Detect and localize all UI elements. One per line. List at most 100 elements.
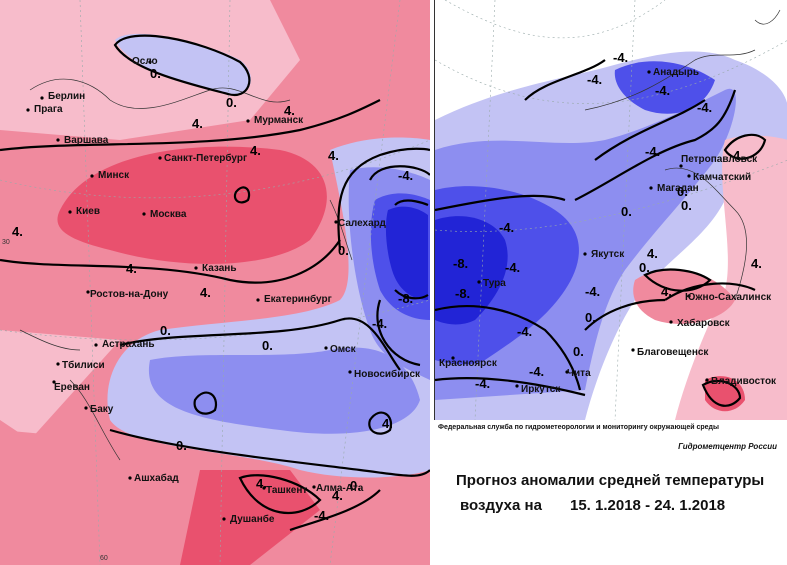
isoline-label: 0. [681, 198, 692, 213]
warm-strong-area [57, 146, 327, 264]
isoline-label: 4. [733, 148, 744, 163]
city-label: Прага [34, 104, 63, 115]
isoline-label: 4. [284, 103, 295, 118]
city-label: Москва [150, 209, 187, 220]
warm-south-area [180, 470, 320, 565]
isoline-label: 0. [338, 243, 349, 258]
city-label: Ереван [54, 382, 90, 393]
isoline-label: -4. [655, 83, 670, 98]
city-label: Душанбе [230, 513, 275, 525]
isoline-label: 0. [573, 344, 584, 359]
isoline-label: 4. [126, 261, 137, 276]
right-city-labels: Анадырь Петропавловск Камчатский Магадан… [439, 67, 777, 395]
city-label: Астрахань [102, 339, 155, 350]
isoline-label: 0. [150, 66, 161, 81]
isoline-label: -4. [613, 50, 628, 65]
isoline-label: 4. [328, 148, 339, 163]
left-anomaly-map: 30 60 0. 0. 4. 4. 4. 4. 4. 4. 4. -4. -8.… [0, 0, 430, 565]
isoline-label: 4. [256, 476, 267, 491]
cold-mid-area [148, 347, 420, 434]
isoline-label: -4. [372, 316, 387, 331]
isoline-label: 4. [200, 285, 211, 300]
isoline-label: -4. [398, 168, 413, 183]
isoline-label: 0. [585, 310, 596, 325]
left-city-labels: Осло Берлин Прага Мурманск Варшава Санкт… [26, 56, 421, 525]
contour-4b [0, 239, 341, 284]
contour-minus4 [369, 165, 430, 367]
center-name: Гидрометцентр России [678, 442, 777, 451]
contour-0-east [337, 147, 430, 251]
city-label: Ашхабад [134, 472, 179, 484]
city-label: Мурманск [254, 115, 304, 126]
isoline-label: -4. [505, 260, 520, 275]
isoline-label: 0. [350, 478, 361, 493]
map-title-line2: воздуха на [460, 497, 542, 514]
isoline-label: -4. [314, 508, 329, 523]
isoline-label: -8. [398, 291, 413, 306]
left-map-panel: 30 60 0. 0. 4. 4. 4. 4. 4. 4. 4. -4. -8.… [0, 0, 430, 565]
isoline-label: -4. [499, 220, 514, 235]
isoline-label: -4. [517, 324, 532, 339]
isoline-label: -4. [587, 72, 602, 87]
isoline-label: -4. [529, 364, 544, 379]
isoline-label: 4. [647, 246, 658, 261]
city-label: Хабаровск [677, 317, 731, 329]
city-label: Екатеринбург [264, 293, 332, 305]
city-label: Якутск [591, 249, 625, 260]
city-label: Минск [98, 170, 130, 181]
city-label: Камчатский [693, 172, 751, 183]
isoline-label: 4. [332, 488, 343, 503]
contour-minus8 [394, 199, 429, 300]
city-label: Красноярск [439, 358, 498, 369]
isoline-label: 0. [176, 438, 187, 453]
contour-0 [664, 282, 756, 301]
isoline-label: -4. [697, 100, 712, 115]
isoline-label: 0. [639, 260, 650, 275]
isoline-label: 0. [677, 184, 688, 199]
right-isoline-labels: -4. -4. -4. 0. -4. -4. 0. 0. -4. -8. -8.… [453, 50, 762, 391]
isoline-label: 4. [192, 116, 203, 131]
city-label: Берлин [48, 91, 85, 102]
city-label: Новосибирск [354, 368, 421, 380]
isoline-label: 4. [661, 284, 672, 299]
contour-0-mid [119, 317, 401, 371]
city-label: Ростов-на-Дону [90, 289, 169, 300]
isoline-label: 0. [160, 323, 171, 338]
info-box: Федеральная служба по гидрометеорологии … [434, 420, 787, 565]
city-label: Анадырь [653, 67, 699, 78]
cold-deep-area [385, 206, 428, 300]
isoline-label: 4. [250, 143, 261, 158]
city-label: Киев [76, 206, 100, 217]
contour-0-oslo [113, 34, 251, 97]
city-label: Алма-Ата [316, 483, 364, 494]
cold-deep-area [435, 216, 508, 325]
city-label: Магадан [657, 183, 699, 194]
lat-label-30: 30 [2, 239, 10, 246]
isoline-label: 4. [751, 256, 762, 271]
city-label: Владивосток [711, 376, 777, 387]
cold-oslo-area [115, 33, 251, 96]
warm-light-area [675, 135, 787, 420]
city-label: Ташкент [266, 485, 307, 496]
left-isoline-labels: 0. 0. 4. 4. 4. 4. 4. 4. 4. -4. -8. -4. 0… [12, 66, 413, 523]
city-label: Варшава [64, 135, 109, 146]
city-label: Санкт-Петербург [164, 152, 247, 164]
city-label: Иркутск [521, 384, 561, 395]
city-label: Чита [567, 368, 591, 379]
map-title-line1: Прогноз аномалии средней температуры [456, 472, 765, 489]
lon-label-60: 60 [100, 555, 108, 562]
city-label: Казань [202, 263, 237, 274]
city-label: Южно-Сахалинск [685, 292, 772, 303]
isoline-label: -8. [455, 286, 470, 301]
isoline-label: 0. [621, 204, 632, 219]
city-label: Тбилиси [62, 359, 105, 371]
city-label: Баку [90, 404, 114, 415]
isoline-label: -4. [475, 376, 490, 391]
isoline-label: 0. [226, 95, 237, 110]
forecast-dates: 15. 1.2018 - 24. 1.2018 [570, 497, 726, 514]
isoline-label: -4. [645, 144, 660, 159]
city-label: Петропавловск [681, 154, 758, 165]
city-label: Осло [132, 56, 158, 67]
city-label: Омск [330, 344, 357, 355]
contour-4a [0, 99, 381, 152]
